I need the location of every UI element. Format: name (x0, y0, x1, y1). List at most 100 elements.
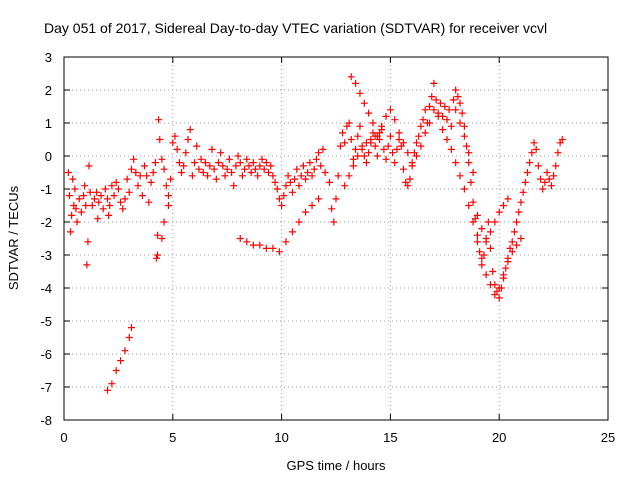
data-point (367, 136, 375, 143)
x-tick-label: 10 (274, 430, 288, 445)
data-point (502, 264, 510, 272)
data-point (500, 271, 508, 279)
data-point (243, 238, 251, 246)
data-point (164, 202, 172, 209)
data-point (413, 139, 421, 147)
data-point (108, 182, 116, 190)
data-point (119, 205, 127, 213)
data-point (341, 182, 349, 190)
data-point (473, 238, 481, 246)
x-tick-labels: 0 5 10 15 20 25 (60, 430, 615, 445)
data-point (458, 109, 466, 117)
data-point (349, 162, 357, 170)
data-point (206, 162, 214, 170)
data-point (308, 202, 316, 209)
data-point (386, 132, 394, 140)
data-point (404, 149, 412, 157)
y-tick-labels: -8 -7 -6 -5 -4 -3 -2 -1 0 1 2 3 (40, 50, 52, 428)
data-point (441, 103, 449, 110)
data-point (521, 178, 529, 186)
data-point (454, 93, 462, 101)
data-point (463, 142, 471, 150)
x-axis-label: GPS time / hours (287, 458, 386, 473)
data-point (478, 225, 486, 233)
data-point (452, 159, 460, 167)
data-point (97, 192, 105, 200)
data-point (254, 172, 262, 180)
data-point (395, 136, 403, 143)
data-point (478, 254, 486, 262)
data-point (528, 149, 536, 157)
data-point (426, 103, 434, 110)
data-point (430, 79, 438, 87)
data-point (104, 195, 112, 203)
data-point (315, 195, 323, 203)
data-point (325, 178, 333, 186)
x-tick-label: 15 (383, 430, 397, 445)
data-point (460, 132, 468, 140)
data-point (376, 129, 384, 137)
data-point (158, 235, 166, 242)
data-point (121, 347, 129, 355)
data-point (534, 162, 542, 170)
data-point (247, 169, 255, 176)
y-tick-label: -8 (40, 413, 52, 428)
data-point (152, 254, 160, 262)
data-point (267, 162, 275, 170)
data-point (67, 228, 75, 236)
data-point (354, 132, 362, 140)
data-point (175, 159, 183, 167)
data-point (262, 159, 270, 167)
data-point (465, 202, 473, 209)
data-point (373, 152, 381, 160)
data-point (249, 159, 257, 167)
y-tick-label: 3 (45, 50, 52, 65)
data-point (236, 235, 244, 242)
data-point (537, 175, 545, 183)
data-point (408, 159, 416, 167)
data-point (275, 195, 283, 203)
data-point (234, 152, 242, 160)
data-point (382, 112, 390, 120)
data-point (180, 162, 188, 170)
data-point (80, 192, 88, 200)
y-axis-label: SDTVAR / TECUs (6, 185, 21, 290)
data-point (147, 178, 155, 186)
data-point (138, 192, 146, 200)
data-point (495, 294, 503, 302)
data-point (275, 248, 283, 256)
data-point (345, 119, 353, 127)
y-tick-label: -5 (40, 314, 52, 329)
data-point (386, 106, 394, 114)
data-point (64, 169, 72, 176)
data-point (432, 96, 440, 104)
data-point (195, 165, 203, 173)
data-point (293, 165, 301, 173)
data-point (330, 218, 338, 226)
data-series-sdtvar (64, 73, 566, 394)
data-point (236, 159, 244, 167)
data-point (299, 162, 307, 170)
data-point (495, 284, 503, 292)
data-point (262, 244, 270, 252)
data-point (81, 182, 89, 190)
data-point (360, 152, 368, 160)
data-point (243, 155, 251, 163)
data-point (117, 198, 125, 206)
data-point (526, 159, 534, 167)
data-point (162, 182, 170, 190)
data-point (473, 231, 481, 239)
data-point (445, 106, 453, 114)
data-point (510, 228, 518, 236)
data-point (288, 228, 296, 236)
data-point (317, 162, 325, 170)
data-point (260, 165, 268, 173)
data-point (362, 139, 370, 147)
data-point (90, 195, 98, 203)
data-point (554, 149, 562, 157)
data-point (393, 145, 401, 153)
data-point (465, 159, 473, 167)
data-point (550, 172, 558, 180)
data-point (85, 162, 93, 170)
data-point (212, 175, 220, 183)
